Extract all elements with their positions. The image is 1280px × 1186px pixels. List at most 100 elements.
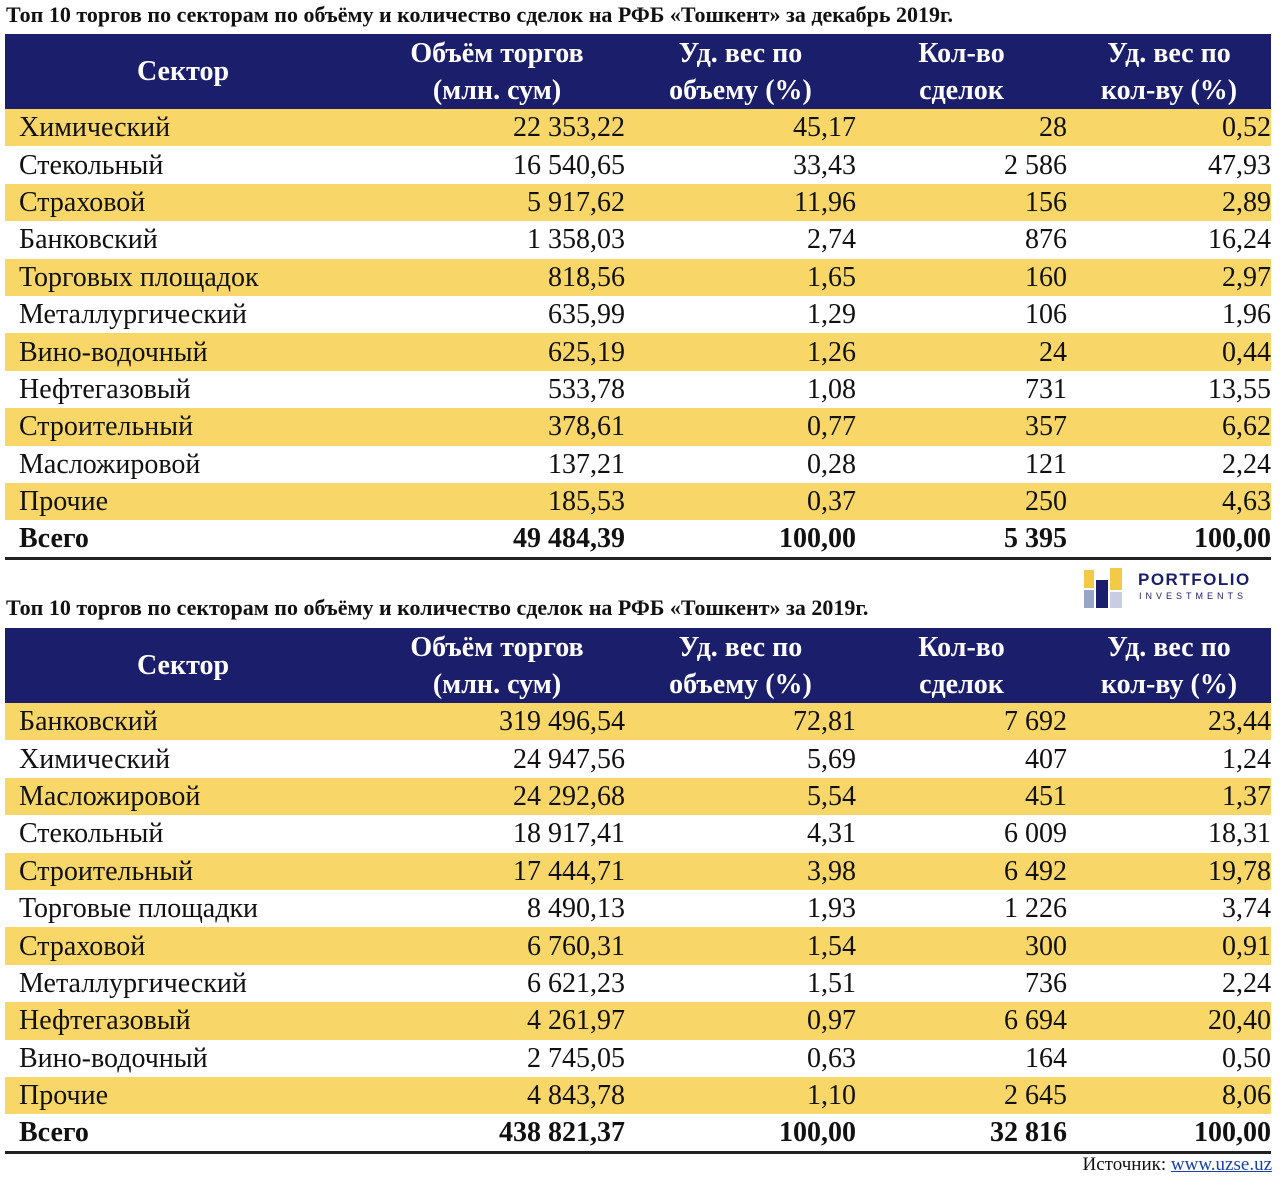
cell-share-volume: 1,93 [807, 893, 856, 925]
cell-share-volume: 5,54 [807, 780, 856, 812]
cell-deals: 160 [1025, 261, 1067, 293]
source-link[interactable]: www.uzse.uz [1170, 1154, 1272, 1175]
total-cell-share-deals: 100,00 [1194, 1117, 1271, 1149]
cell-deals: 451 [1025, 780, 1067, 812]
table-row: Строительный 17 444,71 3,98 6 492 19,78 [5, 852, 1271, 890]
cell-deals: 156 [1025, 186, 1067, 218]
cell-share-volume: 1,51 [807, 967, 856, 999]
cell-share-volume: 4,31 [807, 818, 856, 850]
cell-volume: 4 261,97 [527, 1005, 625, 1037]
table-row: Нефтегазовый 533,78 1,08 731 13,55 [5, 370, 1271, 409]
total-cell-share-volume: 100,00 [779, 523, 856, 555]
cell-share-deals: 6,62 [1222, 411, 1271, 443]
table-row: Строительный 378,61 0,77 357 6,62 [5, 408, 1271, 446]
portfolio-investments-logo: PORTFOLIO INVESTMENTS [1082, 564, 1272, 612]
cell-share-volume: 33,43 [793, 149, 856, 181]
header-share-deals: Уд. вес по кол-ву (%) [1100, 631, 1238, 700]
cell-share-volume: 1,65 [807, 261, 856, 293]
cell-sector: Нефтегазовый [19, 1005, 191, 1037]
cell-volume: 1 358,03 [527, 224, 625, 256]
cell-share-deals: 0,52 [1222, 112, 1271, 144]
cell-deals: 6 492 [1004, 855, 1067, 887]
cell-deals: 1 226 [1004, 893, 1067, 925]
cell-volume: 17 444,71 [513, 855, 625, 887]
cell-sector: Страховой [19, 186, 146, 218]
header-share-deals: Уд. вес по кол-ву (%) [1100, 37, 1238, 106]
cell-volume: 533,78 [548, 373, 625, 405]
cell-sector: Прочие [19, 1080, 108, 1112]
cell-deals: 164 [1025, 1042, 1067, 1074]
source-note: Источник: www.uzse.uz [1083, 1154, 1273, 1176]
cell-deals: 407 [1025, 743, 1067, 775]
table-row: Торговых площадок 818,56 1,65 160 2,97 [5, 258, 1271, 296]
table-december-2019: Сектор Объём торгов (млн. сум) Уд. вес по… [5, 34, 1271, 560]
cell-share-deals: 0,44 [1222, 336, 1271, 368]
cell-volume: 22 353,22 [513, 112, 625, 144]
cell-share-deals: 0,91 [1222, 930, 1271, 962]
header-share-volume: Уд. вес по объему (%) [669, 37, 812, 106]
cell-sector: Строительный [19, 411, 194, 443]
cell-sector: Металлургический [19, 299, 247, 331]
cell-volume: 6 760,31 [527, 930, 625, 962]
cell-share-deals: 1,37 [1222, 780, 1271, 812]
table-row: Торговые площадки 8 490,13 1,93 1 226 3,74 [5, 889, 1271, 928]
table2-title: Топ 10 торгов по секторам по объёму и ко… [6, 595, 869, 620]
cell-deals: 2 645 [1004, 1080, 1067, 1112]
table-year-2019: Сектор Объём торгов (млн. сум) Уд. вес по… [5, 628, 1271, 1154]
cell-share-volume: 0,28 [807, 448, 856, 480]
table-row: Металлургический 635,99 1,29 106 1,96 [5, 295, 1271, 334]
cell-deals: 6 694 [1004, 1005, 1067, 1037]
cell-sector: Масложировой [19, 448, 201, 480]
total-cell-sector: Всего [19, 523, 89, 555]
cell-share-deals: 2,24 [1222, 967, 1271, 999]
cell-share-deals: 1,96 [1222, 299, 1271, 331]
cell-share-deals: 0,50 [1222, 1042, 1271, 1074]
table-header-row: Сектор Объём торгов (млн. сум) Уд. вес по… [5, 628, 1271, 703]
cell-deals: 731 [1025, 373, 1067, 405]
cell-share-volume: 0,77 [807, 411, 856, 443]
header-sector: Сектор [136, 56, 230, 87]
cell-share-volume: 2,74 [807, 224, 856, 256]
table-row: Стекольный 16 540,65 33,43 2 586 47,93 [5, 146, 1271, 184]
cell-sector: Прочие [19, 486, 108, 518]
table-header-row: Сектор Объём торгов (млн. сум) Уд. вес по… [5, 34, 1271, 109]
cell-deals: 121 [1025, 448, 1067, 480]
cell-volume: 5 917,62 [527, 186, 625, 218]
cell-volume: 818,56 [548, 261, 625, 293]
cell-share-deals: 4,63 [1222, 486, 1271, 518]
cell-sector: Металлургический [19, 967, 247, 999]
cell-sector: Банковский [19, 706, 158, 738]
cell-volume: 4 843,78 [527, 1080, 625, 1112]
cell-volume: 635,99 [548, 299, 625, 331]
cell-share-deals: 3,74 [1222, 893, 1271, 925]
cell-deals: 28 [1039, 112, 1067, 144]
cell-share-deals: 20,40 [1208, 1005, 1271, 1037]
table-row: Прочие 185,53 0,37 250 4,63 [5, 482, 1271, 521]
table-row: Банковский 1 358,03 2,74 876 16,24 [5, 221, 1271, 259]
total-cell-deals: 5 395 [1004, 523, 1067, 555]
cell-deals: 2 586 [1004, 149, 1067, 181]
total-cell-share-deals: 100,00 [1194, 523, 1271, 555]
cell-share-volume: 3,98 [807, 855, 856, 887]
source-label: Источник: [1082, 1154, 1167, 1175]
logo-sub: INVESTMENTS [1139, 591, 1248, 601]
total-cell-volume: 49 484,39 [513, 523, 625, 555]
cell-share-deals: 8,06 [1222, 1080, 1271, 1112]
header-deals: Кол-во сделок [918, 631, 1005, 700]
cell-volume: 137,21 [548, 448, 625, 480]
cell-share-deals: 13,55 [1208, 373, 1271, 405]
cell-share-deals: 19,78 [1208, 855, 1271, 887]
total-cell-deals: 32 816 [990, 1117, 1067, 1149]
cell-share-deals: 2,24 [1222, 448, 1271, 480]
cell-share-deals: 1,24 [1222, 743, 1271, 775]
cell-share-volume: 1,54 [807, 930, 856, 962]
cell-deals: 7 692 [1004, 706, 1067, 738]
cell-share-volume: 45,17 [793, 112, 856, 144]
cell-volume: 6 621,23 [527, 967, 625, 999]
header-volume: Объём торгов (млн. сум) [410, 37, 584, 106]
table-row: Вино-водочный 2 745,05 0,63 164 0,50 [5, 1039, 1271, 1077]
cell-volume: 319 496,54 [499, 706, 625, 738]
cell-sector: Торговые площадки [19, 893, 259, 925]
table-row: Банковский 319 496,54 72,81 7 692 23,44 [5, 703, 1271, 741]
cell-deals: 250 [1025, 486, 1067, 518]
